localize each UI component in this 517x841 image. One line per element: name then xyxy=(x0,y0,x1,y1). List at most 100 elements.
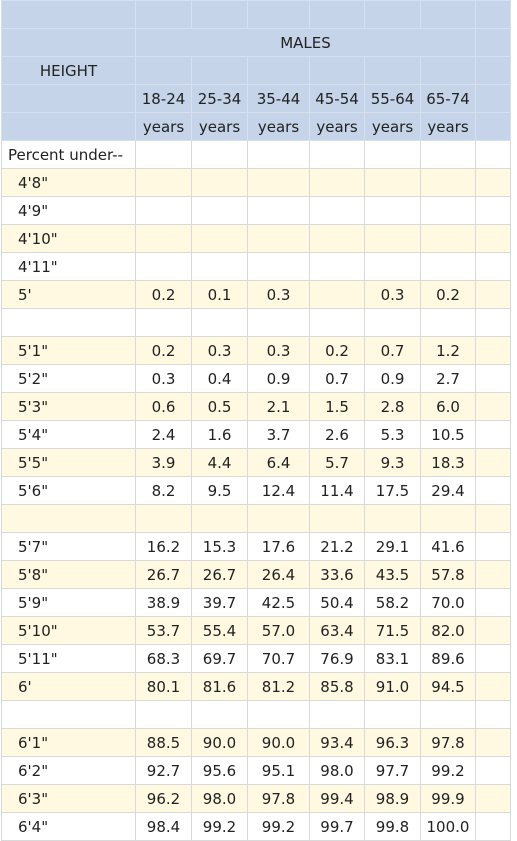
empty-cell[interactable] xyxy=(475,420,511,449)
percent-cell[interactable]: 98.0 xyxy=(191,784,248,813)
percent-cell[interactable] xyxy=(135,140,192,169)
percent-cell[interactable]: 26.7 xyxy=(135,560,192,589)
empty-cell[interactable] xyxy=(475,504,511,533)
percent-cell[interactable] xyxy=(191,700,248,729)
percent-cell[interactable]: 57.0 xyxy=(247,616,310,645)
empty-cell[interactable] xyxy=(475,168,511,197)
percent-cell[interactable] xyxy=(191,168,248,197)
percent-cell[interactable]: 26.4 xyxy=(247,560,310,589)
empty-cell[interactable] xyxy=(475,364,511,393)
header-cell[interactable] xyxy=(309,56,365,85)
header-cell[interactable] xyxy=(191,56,248,85)
height-label-cell[interactable]: 4'11" xyxy=(1,252,136,281)
percent-cell[interactable]: 0.2 xyxy=(135,336,192,365)
percent-cell[interactable] xyxy=(420,224,476,253)
age-range-header[interactable]: 55-64 xyxy=(364,84,421,113)
percent-cell[interactable]: 53.7 xyxy=(135,616,192,645)
percent-cell[interactable]: 80.1 xyxy=(135,672,192,701)
height-label-cell[interactable]: 5'7" xyxy=(1,532,136,561)
age-range-header[interactable]: 45-54 xyxy=(309,84,365,113)
header-cell[interactable] xyxy=(135,56,192,85)
percent-cell[interactable]: 94.5 xyxy=(420,672,476,701)
empty-cell[interactable] xyxy=(475,532,511,561)
percent-cell[interactable]: 91.0 xyxy=(364,672,421,701)
header-cell[interactable] xyxy=(364,0,421,29)
header-cell[interactable] xyxy=(191,0,248,29)
percent-cell[interactable] xyxy=(247,700,310,729)
percent-cell[interactable]: 99.2 xyxy=(247,812,310,841)
height-label-cell[interactable]: 5'11" xyxy=(1,644,136,673)
percent-cell[interactable] xyxy=(420,700,476,729)
percent-cell[interactable]: 18.3 xyxy=(420,448,476,477)
percent-cell[interactable]: 99.2 xyxy=(420,756,476,785)
percent-cell[interactable]: 71.5 xyxy=(364,616,421,645)
height-label-cell[interactable]: 5'8" xyxy=(1,560,136,589)
percent-cell[interactable]: 41.6 xyxy=(420,532,476,561)
height-column-header[interactable]: HEIGHT xyxy=(1,56,136,85)
age-unit-header[interactable]: years xyxy=(309,112,365,141)
percent-cell[interactable] xyxy=(309,308,365,337)
height-label-cell[interactable]: 6'4" xyxy=(1,812,136,841)
percent-cell[interactable] xyxy=(191,252,248,281)
percent-cell[interactable]: 0.4 xyxy=(191,364,248,393)
percent-cell[interactable]: 88.5 xyxy=(135,728,192,757)
percent-cell[interactable]: 17.5 xyxy=(364,476,421,505)
percent-cell[interactable]: 0.3 xyxy=(364,280,421,309)
percent-cell[interactable] xyxy=(191,504,248,533)
percent-cell[interactable] xyxy=(191,196,248,225)
empty-cell[interactable] xyxy=(475,812,511,841)
percent-cell[interactable]: 8.2 xyxy=(135,476,192,505)
percent-cell[interactable]: 2.1 xyxy=(247,392,310,421)
males-group-header[interactable]: MALES xyxy=(135,28,476,57)
height-label-cell[interactable]: Percent under-- xyxy=(1,140,136,169)
header-cell[interactable] xyxy=(1,0,136,29)
header-cell[interactable] xyxy=(475,56,511,85)
header-cell[interactable] xyxy=(475,84,511,113)
percent-cell[interactable] xyxy=(364,224,421,253)
percent-cell[interactable] xyxy=(364,308,421,337)
percent-cell[interactable]: 2.6 xyxy=(309,420,365,449)
height-label-cell[interactable] xyxy=(1,700,136,729)
empty-cell[interactable] xyxy=(475,196,511,225)
percent-cell[interactable] xyxy=(364,504,421,533)
percent-cell[interactable] xyxy=(135,224,192,253)
percent-cell[interactable]: 29.1 xyxy=(364,532,421,561)
percent-cell[interactable]: 97.7 xyxy=(364,756,421,785)
percent-cell[interactable]: 0.7 xyxy=(364,336,421,365)
percent-cell[interactable]: 0.2 xyxy=(309,336,365,365)
height-label-cell[interactable]: 5' xyxy=(1,280,136,309)
percent-cell[interactable] xyxy=(247,168,310,197)
age-unit-header[interactable]: years xyxy=(364,112,421,141)
percent-cell[interactable] xyxy=(309,252,365,281)
percent-cell[interactable]: 57.8 xyxy=(420,560,476,589)
height-label-cell[interactable]: 6'2" xyxy=(1,756,136,785)
percent-cell[interactable]: 81.6 xyxy=(191,672,248,701)
percent-cell[interactable]: 0.2 xyxy=(135,280,192,309)
percent-cell[interactable]: 1.6 xyxy=(191,420,248,449)
percent-cell[interactable]: 98.9 xyxy=(364,784,421,813)
height-label-cell[interactable]: 6' xyxy=(1,672,136,701)
percent-cell[interactable] xyxy=(309,196,365,225)
header-cell[interactable] xyxy=(309,0,365,29)
percent-cell[interactable]: 90.0 xyxy=(191,728,248,757)
percent-cell[interactable] xyxy=(309,140,365,169)
percent-cell[interactable] xyxy=(420,196,476,225)
empty-cell[interactable] xyxy=(475,252,511,281)
percent-cell[interactable]: 97.8 xyxy=(420,728,476,757)
percent-cell[interactable] xyxy=(135,504,192,533)
percent-cell[interactable] xyxy=(420,504,476,533)
percent-cell[interactable] xyxy=(247,308,310,337)
header-cell[interactable] xyxy=(475,28,511,57)
percent-cell[interactable]: 3.9 xyxy=(135,448,192,477)
percent-cell[interactable]: 1.5 xyxy=(309,392,365,421)
percent-cell[interactable] xyxy=(247,196,310,225)
percent-cell[interactable]: 50.4 xyxy=(309,588,365,617)
percent-cell[interactable]: 0.9 xyxy=(247,364,310,393)
height-label-cell[interactable]: 5'9" xyxy=(1,588,136,617)
percent-cell[interactable] xyxy=(135,168,192,197)
percent-cell[interactable]: 99.2 xyxy=(191,812,248,841)
age-range-header[interactable]: 35-44 xyxy=(247,84,310,113)
header-cell[interactable] xyxy=(1,84,136,113)
percent-cell[interactable]: 3.7 xyxy=(247,420,310,449)
percent-cell[interactable]: 100.0 xyxy=(420,812,476,841)
